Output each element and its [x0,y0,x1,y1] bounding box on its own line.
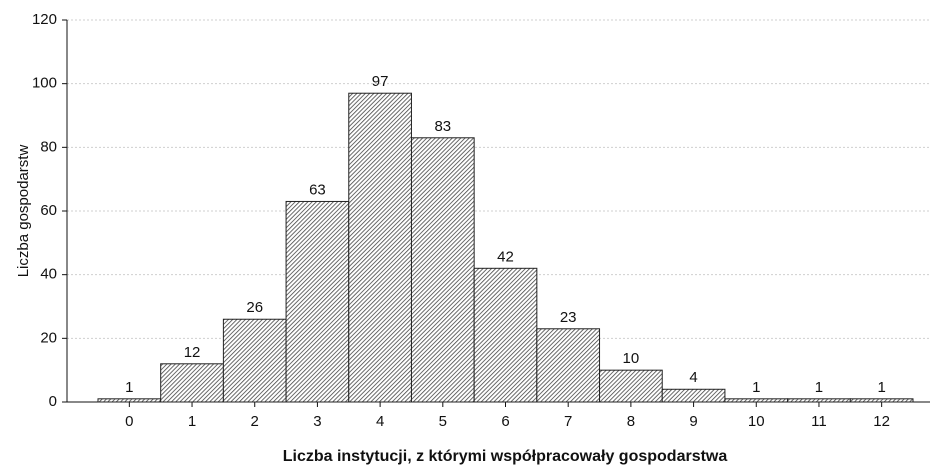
value-label: 1 [125,379,133,396]
y-tick-label: 80 [40,138,57,155]
y-tick-label: 100 [32,75,57,92]
y-tick-label: 0 [49,393,57,410]
value-label: 83 [434,118,451,135]
x-tick-label: 2 [251,413,259,430]
x-tick-label: 11 [811,413,827,430]
bar [787,398,851,403]
y-axis-label: Liczba gospodarstw [15,145,32,278]
value-label: 97 [372,73,389,90]
value-label: 26 [246,299,263,316]
bar [285,200,350,403]
bar [599,369,663,403]
x-tick-label: 6 [501,413,509,430]
bar [160,363,224,403]
bar [724,398,789,403]
value-label: 12 [184,344,201,361]
value-label: 4 [689,369,697,386]
x-tick-label: 3 [313,413,321,430]
bar [97,398,162,403]
y-tick-label: 20 [40,329,57,346]
x-axis-label: Liczba instytucji, z którymi współpracow… [283,448,728,465]
value-label: 10 [623,350,640,367]
x-tick-label: 0 [125,413,133,430]
bar [348,92,412,403]
x-tick-label: 9 [689,413,697,430]
x-tick-label: 4 [376,413,384,430]
y-tick-label: 120 [32,11,57,28]
y-tick-label: 60 [40,202,57,219]
bar [410,137,475,403]
value-label: 1 [877,379,885,396]
value-label: 63 [309,181,326,198]
bar [536,328,601,403]
value-label: 1 [815,379,823,396]
x-tick-label: 10 [748,413,765,430]
x-tick-label: 12 [873,413,890,430]
x-tick-label: 1 [188,413,196,430]
bar [661,388,726,403]
value-label: 1 [752,379,760,396]
value-label: 23 [560,309,577,326]
value-label: 42 [497,248,514,265]
x-tick-label: 8 [627,413,635,430]
x-tick-label: 7 [564,413,572,430]
bar [473,267,538,403]
bar [222,318,287,403]
bar [849,398,914,403]
x-tick-label: 5 [439,413,447,430]
y-tick-label: 40 [40,266,57,283]
